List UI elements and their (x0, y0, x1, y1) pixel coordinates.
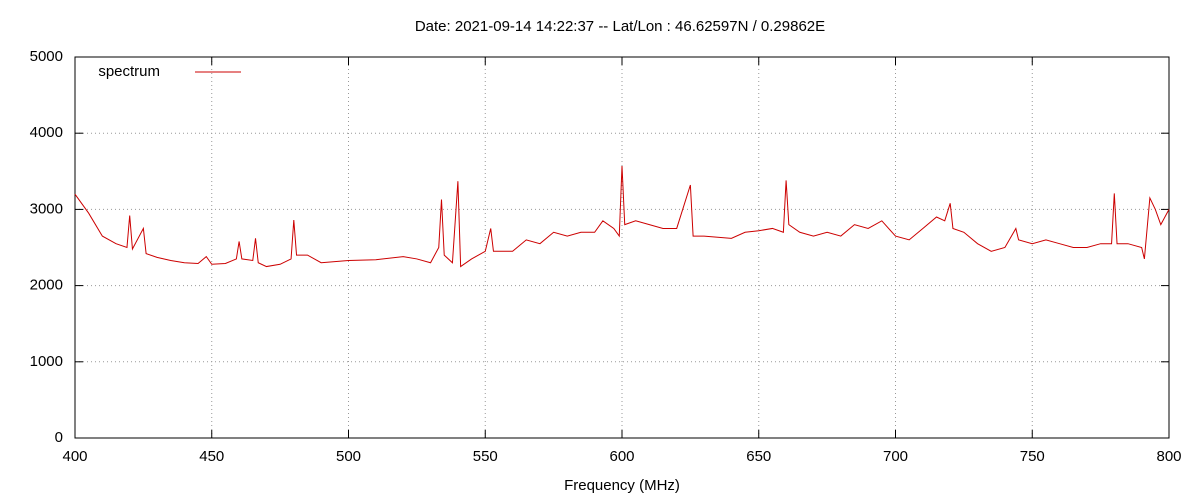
x-tick-label: 450 (199, 448, 224, 465)
x-tick-label: 500 (336, 448, 361, 465)
y-tick-label: 2000 (30, 277, 63, 294)
spectrum-line (74, 165, 1170, 268)
y-tick-label: 4000 (30, 124, 63, 141)
y-tick-label: 5000 (30, 48, 63, 65)
x-tick-label: 400 (62, 448, 87, 465)
x-tick-label: 650 (746, 448, 771, 465)
y-tick-label: 1000 (30, 353, 63, 370)
plot-frame (74, 56, 1170, 439)
x-tick-label: 800 (1156, 448, 1181, 465)
x-tick-label: 700 (883, 448, 908, 465)
y-tick-label: 0 (55, 429, 63, 446)
chart-title: Date: 2021-09-14 14:22:37 -- Lat/Lon : 4… (415, 18, 825, 35)
y-tick-label: 3000 (30, 200, 63, 217)
x-tick-label: 600 (609, 448, 634, 465)
x-axis-label: Frequency (MHz) (564, 477, 680, 494)
x-tick-label: 750 (1020, 448, 1045, 465)
legend-label: spectrum (98, 63, 160, 80)
x-tick-label: 550 (473, 448, 498, 465)
